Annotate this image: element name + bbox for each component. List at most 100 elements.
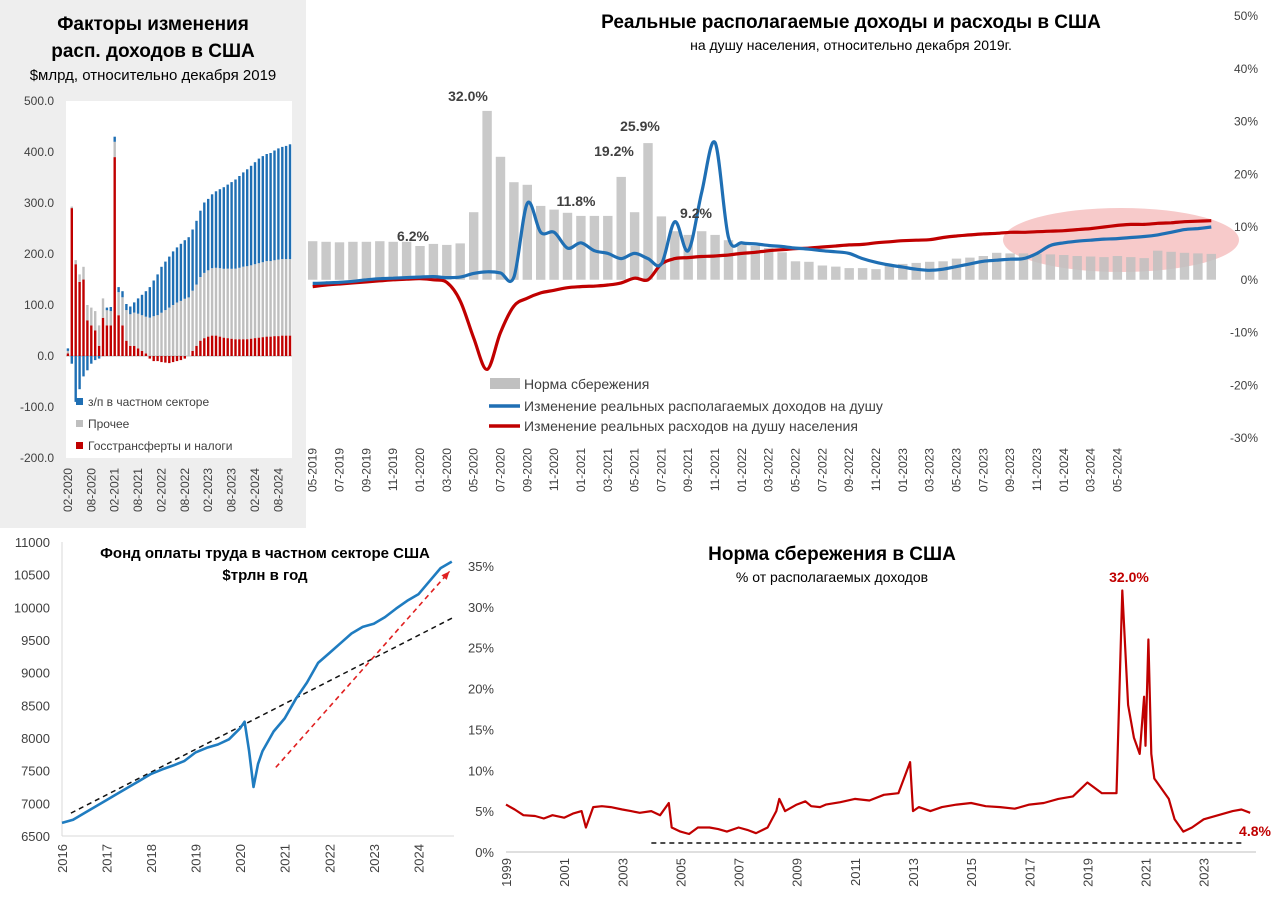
bar-saving-rate — [992, 252, 1002, 280]
factors-chart: Факторы изменения расп. доходов в США $млр… — [20, 14, 292, 512]
bar-transfers — [269, 336, 272, 356]
bar-other — [175, 302, 179, 356]
x-tick-label: 02-2020 — [61, 468, 75, 512]
y-tick-label: 9500 — [21, 633, 50, 648]
bar-wages — [183, 240, 186, 299]
x-tick-label: 05-2021 — [628, 448, 642, 492]
y-tick-label: 400.0 — [24, 145, 54, 159]
chart-title-line: Фонд оплаты труда в частном секторе США — [100, 545, 430, 562]
data-label: 6.2% — [397, 228, 429, 244]
bar-saving-rate — [1126, 257, 1136, 280]
bar-other — [183, 298, 186, 356]
x-tick-label: 11-2019 — [386, 448, 400, 491]
bar-wages — [191, 229, 194, 291]
bar-wages — [125, 304, 128, 311]
bar-other — [113, 141, 116, 158]
bar-transfers — [74, 264, 77, 356]
bar-other — [203, 272, 206, 339]
bar-transfers — [218, 336, 222, 356]
bar-wages — [70, 356, 73, 364]
bar-wages — [121, 291, 124, 298]
bar-other — [86, 305, 89, 321]
bar-saving-rate — [1099, 257, 1109, 280]
bar-transfers — [109, 325, 112, 356]
real-income-spending-chart: Реальные располагаемые доходы и расходы … — [306, 9, 1259, 492]
bar-other — [140, 315, 144, 351]
bar-saving-rate — [469, 212, 479, 280]
bar-other — [101, 298, 105, 318]
bar-saving-rate — [482, 110, 492, 280]
bar-transfers — [129, 345, 132, 356]
bar-transfers — [281, 335, 284, 356]
bar-saving-rate — [616, 176, 626, 280]
x-tick-label: 05-2020 — [467, 448, 481, 492]
bar-wages — [105, 307, 109, 311]
bar-transfers — [257, 337, 261, 356]
x-tick-label: 02-2021 — [108, 468, 122, 512]
bar-other — [152, 316, 155, 356]
bar-transfers — [179, 356, 183, 361]
trend-line — [70, 616, 455, 814]
y-tick-label: 8500 — [21, 698, 50, 713]
bar-transfers — [144, 353, 148, 356]
y-tick-label: 0% — [1241, 273, 1259, 287]
chart-subtitle: на душу населения, относительно декабря … — [690, 37, 1012, 53]
y-tick-label: 100.0 — [24, 298, 54, 312]
bar-transfers — [253, 338, 257, 356]
y-tick-label: 0.0 — [37, 349, 54, 363]
bar-saving-rate — [1005, 253, 1015, 280]
bar-transfers — [78, 282, 81, 356]
bar-transfers — [140, 350, 144, 356]
bar-saving-rate — [643, 143, 653, 280]
x-tick-label: 11-2020 — [547, 448, 561, 491]
bar-saving-rate — [951, 258, 962, 280]
bar-transfers — [86, 320, 89, 356]
bar-other — [121, 297, 124, 326]
bar-other — [195, 284, 198, 346]
bar-transfers — [152, 356, 155, 362]
x-tick-label: 02-2024 — [248, 468, 262, 512]
bar-wages — [168, 256, 171, 308]
bar-transfers — [273, 336, 276, 356]
bar-transfers — [105, 325, 109, 356]
bar-other — [226, 268, 229, 339]
bar-transfers — [175, 356, 179, 362]
bar-other — [210, 268, 214, 336]
bar-other — [187, 297, 190, 356]
y-tick-label: 30% — [468, 600, 494, 615]
bar-transfers — [226, 338, 229, 356]
bar-saving-rate — [1072, 256, 1082, 280]
y-tick-label: 20% — [1234, 167, 1258, 181]
bar-other — [105, 310, 109, 326]
bar-transfers — [70, 208, 73, 356]
bar-saving-rate — [428, 243, 439, 280]
bar-saving-rate — [1032, 253, 1042, 280]
legend-swatch-saving — [490, 378, 520, 389]
bar-saving-rate — [1112, 256, 1123, 280]
legend-label: Изменение реальных располагаемых доходов… — [524, 398, 883, 414]
data-label: 4.8% — [1239, 823, 1271, 839]
bar-wages — [109, 307, 112, 312]
legend-label: з/п в частном секторе — [88, 395, 209, 409]
bar-transfers — [164, 356, 167, 363]
legend-label: Прочее — [88, 417, 130, 431]
bar-other — [97, 325, 101, 346]
x-tick-label: 2011 — [848, 858, 863, 886]
bar-wages — [86, 356, 89, 371]
bar-saving-rate — [831, 266, 841, 280]
x-tick-label: 09-2019 — [359, 448, 373, 492]
bar-saving-rate — [375, 241, 385, 280]
bar-transfers — [156, 356, 159, 362]
bar-transfers — [246, 339, 249, 356]
bar-wages — [133, 302, 136, 313]
x-tick-label: 2018 — [144, 844, 159, 873]
x-tick-label: 2007 — [732, 858, 747, 887]
bar-wages — [117, 287, 120, 293]
bar-saving-rate — [656, 216, 667, 280]
bar-saving-rate — [1059, 255, 1069, 280]
bar-transfers — [234, 339, 237, 356]
bar-wages — [253, 162, 257, 265]
bar-transfers — [277, 336, 280, 356]
bar-other — [74, 260, 77, 265]
bar-transfers — [222, 337, 225, 356]
